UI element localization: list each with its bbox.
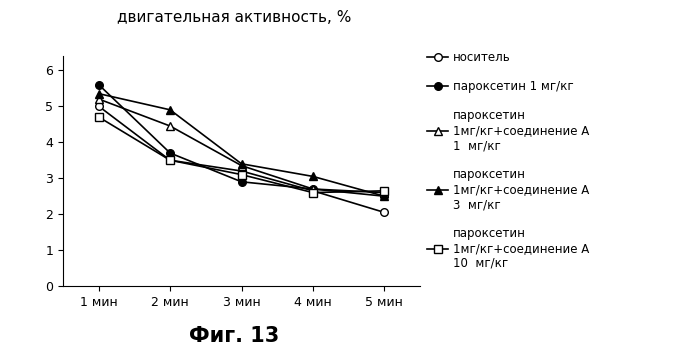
Text: Фиг. 13: Фиг. 13 — [190, 326, 279, 346]
Text: двигательная активность, %: двигательная активность, % — [118, 10, 351, 25]
Legend: носитель, пароксетин 1 мг/кг, пароксетин
1мг/кг+соединение А
1  мг/кг, пароксети: носитель, пароксетин 1 мг/кг, пароксетин… — [427, 51, 589, 270]
